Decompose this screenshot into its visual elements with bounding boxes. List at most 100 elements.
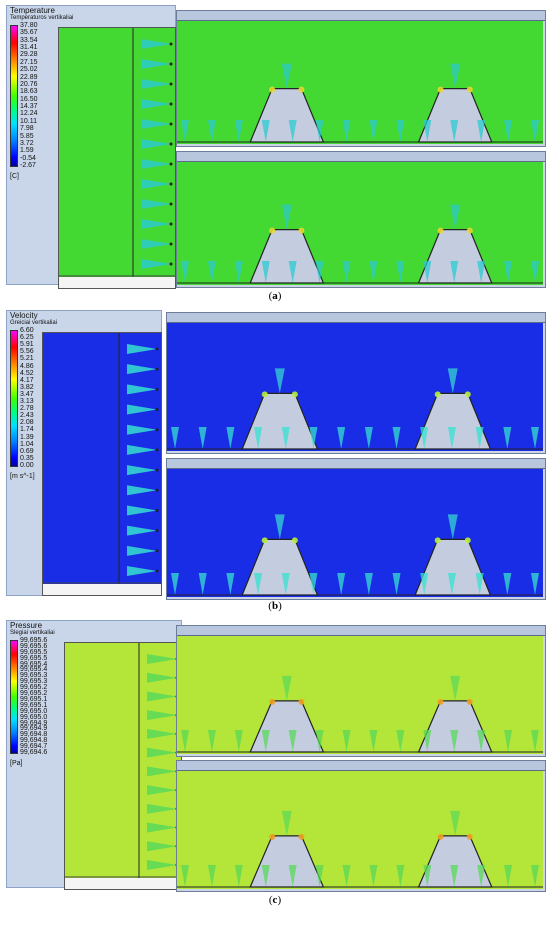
hot-spot	[466, 698, 473, 705]
tick-label: 99,694.7	[20, 743, 48, 751]
nozzle-marker	[155, 347, 159, 351]
tick-label: -2.67	[20, 162, 36, 169]
floor-jet	[198, 427, 207, 449]
floor-jet	[315, 730, 324, 752]
tick-label: 99,695.5	[20, 654, 48, 662]
floor-jet	[281, 427, 290, 449]
floor-jet	[261, 120, 270, 142]
floor-jet	[423, 261, 432, 283]
horizontal-section-svg	[167, 323, 543, 451]
horizontal-section-svg	[177, 162, 543, 285]
floor-jet	[315, 865, 324, 887]
tick-label: 5.91	[20, 341, 34, 349]
section-header-bar	[167, 459, 545, 469]
nozzle-marker	[155, 569, 159, 573]
hot-spot	[437, 86, 444, 93]
floor-jet	[423, 730, 432, 752]
inlet-jet	[141, 119, 171, 129]
legend-title: Velocity	[10, 311, 38, 320]
floor-jet	[531, 427, 539, 449]
inlet-jet	[127, 485, 157, 496]
upward-jet	[447, 368, 458, 394]
inlet-jet	[141, 179, 171, 189]
tick-label: 0.00	[20, 462, 34, 469]
floor-jet	[420, 427, 429, 449]
nozzle-marker	[155, 468, 159, 472]
floor-jet	[342, 730, 351, 752]
tick-label: 99,695.4	[20, 666, 48, 674]
section-header-bar	[177, 761, 545, 771]
nozzle-marker	[155, 508, 159, 512]
upward-jet	[450, 63, 461, 89]
tick-label: 6.60	[20, 327, 34, 334]
floor-slab	[59, 277, 175, 288]
floor-jet	[181, 120, 189, 142]
floor-jet	[504, 730, 513, 752]
floor-jet	[342, 261, 351, 283]
nozzle-marker	[169, 262, 173, 266]
floor-jet	[369, 261, 378, 283]
inlet-jet	[147, 822, 177, 833]
inlet-jet	[141, 139, 171, 149]
tick-label: 99,695.6	[20, 637, 48, 644]
upward-jet	[274, 368, 285, 394]
upward-jet	[281, 204, 292, 230]
tick-label: 3.72	[20, 139, 34, 147]
floor-jet	[420, 573, 429, 595]
inlet-jet	[147, 803, 177, 814]
hot-spot	[291, 391, 298, 398]
horizontal-section-view-1	[176, 10, 546, 147]
hot-spot	[269, 698, 276, 705]
hot-spot	[466, 86, 473, 93]
inlet-jet	[127, 525, 157, 536]
nozzle-marker	[169, 162, 173, 166]
inlet-jet	[147, 841, 177, 852]
floor-jet	[504, 865, 513, 887]
inlet-jet	[127, 465, 157, 476]
floor-jet	[234, 865, 243, 887]
floor-jet	[234, 261, 243, 283]
hot-spot	[298, 833, 305, 840]
tick-label: 99,695.4	[20, 660, 48, 668]
nozzle-marker	[155, 549, 159, 553]
floor-slab	[65, 878, 181, 889]
tick-label: 2.08	[20, 419, 34, 427]
flow-field	[167, 469, 543, 597]
floor-jet	[288, 120, 297, 142]
nozzle-marker	[169, 142, 173, 146]
nozzle-marker	[155, 488, 159, 492]
nozzle-marker	[155, 448, 159, 452]
hot-spot	[269, 833, 276, 840]
nozzle-marker	[169, 242, 173, 246]
caption-b: (b)	[268, 600, 282, 612]
tick-label: 7.98	[20, 125, 34, 133]
upward-jet	[281, 63, 292, 89]
floor-jet	[181, 730, 189, 752]
tick-label: 99,694.8	[20, 737, 48, 745]
hot-spot	[466, 833, 473, 840]
floor-jet	[503, 427, 512, 449]
hot-spot	[298, 86, 305, 93]
floor-jet	[369, 865, 378, 887]
floor-jet	[369, 730, 378, 752]
inlet-jet	[127, 404, 157, 415]
tick-label: -0.54	[20, 154, 36, 162]
floor-jet	[477, 730, 486, 752]
floor-jet	[450, 865, 459, 887]
tick-label: 1.04	[20, 440, 34, 448]
floor-jet	[226, 427, 235, 449]
vertical-section-view	[42, 332, 162, 596]
section-header-bar	[177, 152, 545, 162]
tick-label: 99,695.1	[20, 701, 48, 709]
inlet-jet	[147, 766, 177, 777]
floor-jet	[234, 120, 243, 142]
floor-jet	[504, 120, 513, 142]
hot-spot	[261, 391, 268, 398]
hot-spot	[437, 227, 444, 234]
tick-label: 1.59	[20, 147, 34, 155]
floor-jet	[447, 427, 456, 449]
tick-label: 1.39	[20, 433, 34, 441]
tick-label: 6.25	[20, 334, 34, 342]
hot-spot	[464, 537, 471, 544]
floor-jet	[475, 427, 484, 449]
